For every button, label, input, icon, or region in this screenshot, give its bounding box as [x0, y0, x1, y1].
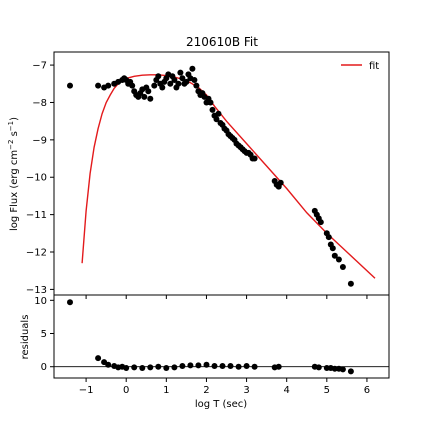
data-point: [175, 80, 182, 87]
residual-point: [235, 363, 242, 370]
main-yticks: −7 −8 −9 −10 −11 −12 −13: [26, 61, 54, 296]
residual-point: [171, 364, 178, 371]
main-ytick-label: −13: [26, 285, 47, 296]
residuals-xtick-label: 3: [243, 385, 249, 396]
data-point: [129, 82, 136, 89]
residual-point: [331, 365, 338, 372]
residual-point: [251, 363, 258, 370]
data-point: [145, 88, 152, 95]
residual-point: [347, 368, 354, 375]
residual-point: [95, 355, 102, 362]
data-point: [331, 252, 338, 259]
legend-fit-label: fit: [369, 61, 379, 72]
residuals-xtick-label: 5: [324, 385, 330, 396]
main-ytick-label: −10: [26, 173, 47, 184]
residual-point: [67, 299, 73, 306]
data-point: [189, 65, 196, 72]
residuals-ylabel: residuals: [20, 315, 31, 360]
data-point: [193, 82, 200, 89]
data-point: [277, 179, 284, 186]
residuals-plot-frame: [53, 294, 390, 379]
data-point: [207, 99, 214, 106]
data-point: [159, 84, 166, 91]
data-point: [213, 116, 220, 123]
data-point: [151, 82, 158, 89]
residual-point: [131, 364, 138, 371]
data-point: [347, 280, 354, 287]
main-ytick-label: −7: [32, 61, 47, 72]
data-point: [329, 245, 336, 252]
legend: fit: [341, 61, 379, 72]
data-point: [335, 256, 342, 263]
data-point: [147, 95, 154, 102]
residual-point: [339, 366, 346, 373]
residuals-xtick-label: 2: [203, 385, 209, 396]
residual-point: [163, 365, 170, 371]
residual-point: [243, 363, 250, 369]
chart-title: 210610B Fit: [186, 35, 258, 49]
residual-point: [227, 363, 234, 369]
residuals-xtick-label: 0: [123, 385, 129, 396]
data-point: [325, 234, 332, 241]
data-point: [215, 110, 222, 117]
data-point: [191, 77, 198, 83]
residuals-plot: 0 5 10 −1 0 1 2 3 4 5 6 residuals log T (sec): [20, 294, 390, 410]
residuals-xlabel: log T (sec): [195, 399, 247, 410]
residuals-marks: [54, 299, 389, 375]
data-point: [141, 93, 148, 100]
data-point: [67, 82, 73, 89]
data-point: [155, 73, 162, 80]
main-ytick-label: −9: [32, 135, 47, 146]
residuals-ytick-label: 5: [41, 329, 47, 340]
residual-point: [155, 363, 162, 370]
main-ylabel-text: log Flux (erg cm: [9, 150, 20, 231]
residual-point: [179, 363, 186, 369]
main-ytick-label: −11: [26, 210, 47, 221]
residual-point: [275, 363, 282, 370]
main-ylabel-mid: s: [9, 131, 20, 139]
residual-point: [203, 361, 210, 368]
main-ylabel-sup1: −2: [7, 140, 15, 150]
data-point: [177, 69, 184, 76]
residuals-xtick-label: 1: [163, 385, 169, 396]
main-ylabel-end: ): [9, 117, 20, 121]
data-point: [171, 77, 178, 83]
residuals-xtick-label: 4: [284, 385, 290, 396]
residual-point: [219, 363, 226, 369]
residual-point: [123, 365, 130, 371]
residuals-ytick-label: 10: [34, 296, 47, 307]
residual-point: [147, 364, 154, 371]
data-point: [251, 155, 258, 162]
residual-point: [211, 363, 218, 369]
data-point: [209, 106, 216, 113]
main-plot: −7−8−9−10−11−12−13 fit log Flux (erg cm−…: [7, 51, 390, 296]
main-ytick-label: −8: [32, 98, 47, 109]
residual-point: [315, 364, 322, 371]
residuals-xticks: −1 0 1 2 3 4 5 6: [79, 295, 370, 396]
main-marks: [67, 65, 376, 287]
residuals-yticks: 0 5 10: [34, 296, 54, 373]
residuals-xtick-label: −1: [79, 385, 94, 396]
residuals-xtick-label: 6: [364, 385, 370, 396]
residuals-ytick-label: 0: [41, 362, 47, 373]
data-point: [105, 82, 112, 89]
data-point: [339, 264, 346, 270]
data-point: [317, 219, 324, 226]
data-point: [167, 80, 174, 87]
main-ylabel: log Flux (erg cm−2 s−1): [7, 117, 20, 231]
data-point: [95, 82, 102, 89]
residual-point: [105, 361, 112, 368]
residual-point: [195, 362, 202, 369]
main-ytick-label: −12: [26, 248, 47, 259]
residual-point: [139, 365, 146, 371]
main-ylabel-sup2: −1: [7, 121, 15, 131]
residual-point: [187, 362, 194, 369]
data-point: [183, 78, 190, 85]
data-point: [179, 75, 186, 82]
